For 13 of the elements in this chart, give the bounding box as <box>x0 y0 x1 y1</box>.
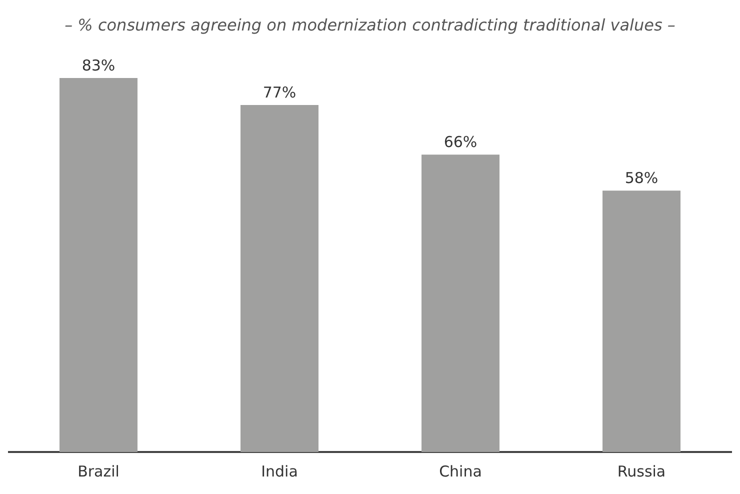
bar <box>60 78 138 452</box>
x-tick-label: China <box>439 462 482 480</box>
x-tick-label: India <box>261 462 298 480</box>
bar <box>240 105 318 452</box>
x-tick-label: Brazil <box>78 462 120 480</box>
data-label: 83% <box>82 56 116 74</box>
bar <box>422 154 500 452</box>
x-tick-label: Russia <box>617 462 666 480</box>
chart-title: – % consumers agreeing on modernization contradicting traditional values – <box>64 16 676 34</box>
data-label: 58% <box>624 169 658 188</box>
data-label: 66% <box>444 133 478 152</box>
data-label: 77% <box>262 84 296 102</box>
bar <box>602 190 680 452</box>
